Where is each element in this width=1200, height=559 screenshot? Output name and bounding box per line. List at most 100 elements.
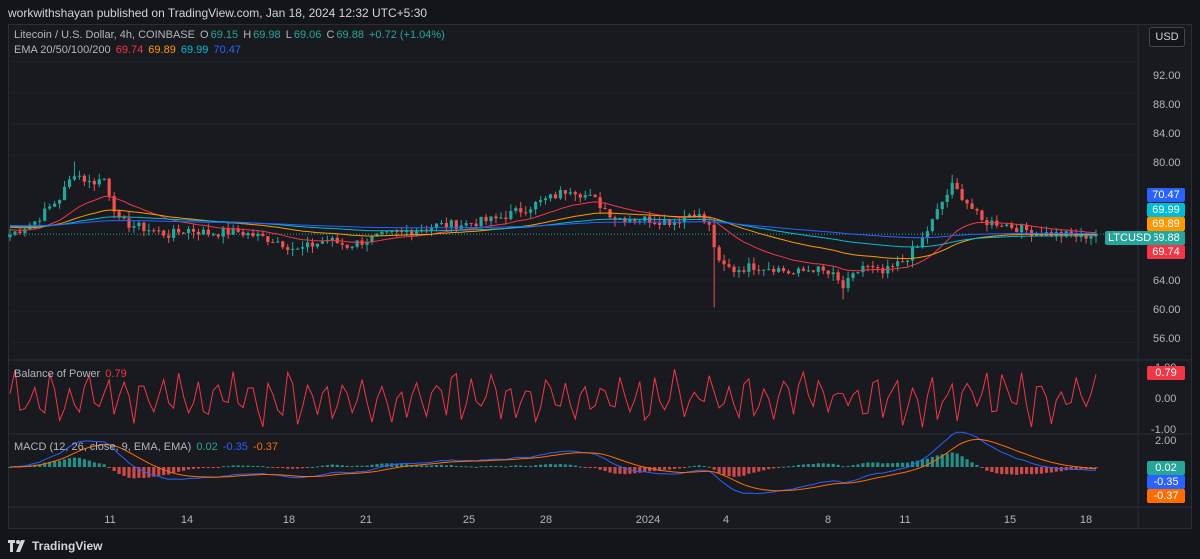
candle-body (732, 266, 736, 273)
change-value: +0.72 (+1.04%) (369, 29, 445, 41)
macd-histogram-bar (38, 464, 42, 467)
candle-body (548, 194, 553, 199)
candle-body (920, 237, 925, 247)
candle-body (752, 263, 756, 270)
candle-body (469, 223, 473, 225)
candle-body (102, 178, 106, 180)
bop-price-tag: 0.79 (1147, 366, 1185, 380)
macd-histogram-bar (702, 466, 706, 468)
candle-body (707, 222, 711, 225)
macd-histogram-bar (469, 466, 473, 468)
candle-body (896, 261, 900, 267)
candle-body (415, 231, 419, 236)
macd-histogram-bar (53, 461, 57, 467)
macd-histogram-bar (896, 462, 900, 467)
candle-body (762, 269, 766, 271)
macd-histogram-bar (990, 467, 994, 472)
bop-line (9, 368, 1097, 428)
candle-body (48, 206, 52, 209)
macd-histogram-bar (831, 463, 835, 467)
macd-histogram-bar (221, 466, 225, 468)
candle-body (226, 228, 230, 235)
candle-body (33, 221, 37, 225)
candle-body (727, 264, 731, 267)
candle-body (841, 280, 845, 289)
candle-body (439, 222, 444, 224)
macd-histogram-bar (672, 467, 677, 469)
candle-body (38, 220, 42, 222)
ema50-value: 69.89 (148, 44, 176, 56)
candle-body (365, 242, 369, 245)
candle-body (742, 270, 746, 272)
macd-histogram-bar (514, 465, 518, 467)
macd-histogram-bar (940, 454, 944, 467)
low-value: 69.06 (293, 29, 322, 41)
macd-histogram-bar (211, 467, 215, 468)
macd-histogram-bar (261, 466, 265, 468)
time-axis-label: 4 (722, 514, 730, 526)
candle-body (340, 243, 344, 245)
candle-body (1010, 224, 1014, 228)
candle-body (57, 200, 62, 204)
macd-histogram-bar (464, 466, 468, 468)
chart-frame[interactable] (8, 24, 1192, 529)
macd-histogram-bar (752, 467, 756, 473)
candle-body (1029, 230, 1034, 236)
macd-histogram-bar (186, 467, 191, 470)
candle-body (464, 223, 468, 226)
macd-histogram-bar (682, 467, 687, 468)
low-label: L (285, 29, 292, 41)
candle-body (856, 272, 860, 274)
macd-histogram-bar (112, 467, 116, 471)
candle-body (424, 229, 429, 231)
macd-histogram-bar (519, 465, 523, 467)
macd-histogram-bar (117, 467, 121, 475)
candle-body (221, 228, 225, 237)
candle-body (861, 265, 865, 273)
candle-body (375, 233, 379, 237)
macd-histogram-bar (157, 467, 161, 476)
macd-histogram-bar (286, 467, 290, 469)
candle-body (162, 230, 166, 236)
candle-body (256, 233, 260, 237)
macd-histogram-bar (142, 467, 146, 479)
candle-body (380, 231, 384, 234)
candle-body (385, 231, 389, 233)
macd-histogram-bar (791, 465, 796, 467)
candle-body (117, 211, 121, 218)
ema50-line (9, 209, 1096, 260)
candle-body (345, 244, 349, 248)
macd-histogram-bar (603, 467, 607, 471)
candle-body (1094, 234, 1098, 237)
macd-histogram-bar (1000, 467, 1004, 475)
macd-histogram-bar (553, 464, 558, 467)
candle-body (643, 216, 647, 221)
macd-histogram-bar (1024, 467, 1029, 474)
tradingview-brand: TradingView (32, 539, 103, 553)
macd-histogram-bar (593, 467, 597, 469)
macd-histogram-bar (162, 467, 166, 476)
candle-body (107, 178, 111, 196)
candle-body (1069, 231, 1073, 235)
tradingview-footer[interactable]: TradingView (8, 538, 102, 554)
candle-body (955, 182, 959, 190)
currency-button[interactable]: USD (1149, 27, 1185, 47)
candle-body (930, 219, 934, 232)
candle-body (772, 268, 776, 272)
symbol-name: Litecoin / U.S. Dollar, 4h, COINBASE (14, 29, 195, 41)
candle-body (881, 267, 885, 274)
candle-body (801, 268, 806, 271)
macd-histogram-bar (712, 467, 716, 470)
candle-body (122, 217, 126, 219)
macd-histogram-bar (935, 455, 939, 467)
macd-histogram-bar (132, 467, 136, 479)
macd-histogram-bar (1069, 467, 1073, 470)
macd-histogram-bar (300, 467, 305, 469)
candle-body (137, 222, 141, 227)
macd-histogram-bar (965, 459, 969, 467)
candle-body (687, 214, 691, 217)
candle-body (1005, 224, 1009, 226)
tradingview-logo-icon (8, 540, 25, 552)
macd-hist-tag: 0.02 (1147, 461, 1185, 475)
